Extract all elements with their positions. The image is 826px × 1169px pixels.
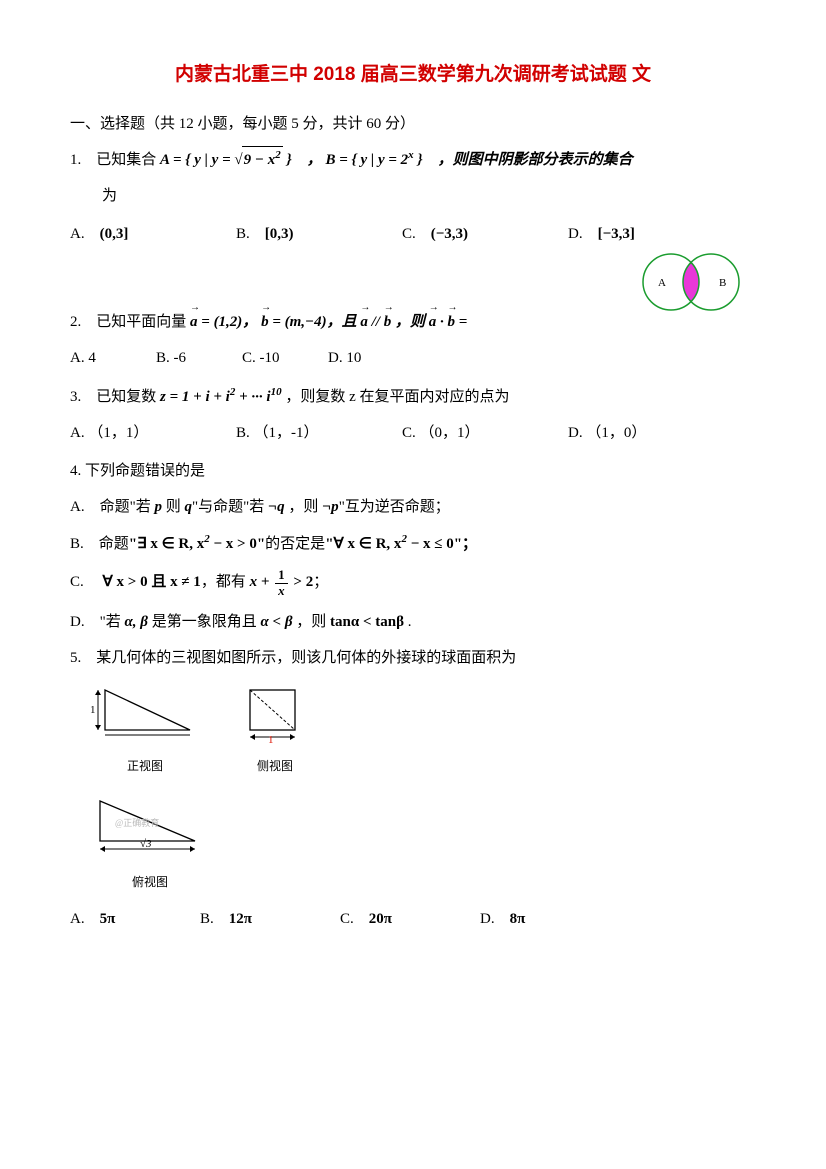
q1-A-close: } ，	[286, 152, 321, 168]
front-view: 1 正视图	[90, 685, 200, 776]
question-3: 3. 已知复数 z = 1 + i + i2 + ··· i10 ，则复数 z …	[70, 384, 756, 409]
q5-options: A. 5π B. 12π C. 20π D. 8π	[70, 907, 756, 931]
q3-optD: D. （1，0）	[568, 421, 728, 445]
q2-optB: B. -6	[156, 346, 236, 370]
vec-a3: a	[429, 310, 437, 334]
exp: 2	[275, 149, 281, 161]
question-1: 1. 已知集合 A = { y | y = √9 − x2 } ， B = { …	[70, 146, 756, 172]
q5-optC: C. 20π	[340, 907, 480, 931]
venn-B: B	[719, 277, 726, 289]
q1-optC: C. (−3,3)	[402, 222, 562, 246]
q2-optC: C. -10	[242, 346, 322, 370]
q1-B-exp: x	[408, 149, 414, 161]
question-4: 4. 下列命题错误的是	[70, 459, 756, 483]
q5-optA: A. 5π	[70, 907, 200, 931]
q1-A-def: A = { y | y =	[160, 152, 234, 168]
q3-options: A. （1，1） B. （1，-1） C. （0，1） D. （1，0）	[70, 421, 756, 445]
q1-B-close: } ，则图中阴影部分表示的集合	[417, 152, 632, 168]
q5-optD: D. 8π	[480, 907, 610, 931]
radicand: 9 − x	[244, 152, 276, 168]
q2-pre: 2. 已知平面向量	[70, 314, 190, 330]
side-label: 侧视图	[240, 757, 310, 776]
q1-text: 1. 已知集合	[70, 152, 160, 168]
top-view: @正确教育 √3 俯视图	[90, 791, 210, 892]
exam-title: 内蒙古北重三中 2018 届高三数学第九次调研考试试题 文	[70, 60, 756, 90]
q2-optD: D. 10	[328, 346, 408, 370]
q3-optC: C. （0，1）	[402, 421, 562, 445]
q4-optA: A. 命题"若 p 则 q"与命题"若 ¬q ，则 ¬p"互为逆否命题；	[70, 495, 756, 519]
top-label: 俯视图	[90, 873, 210, 892]
q3-optA: A. （1，1）	[70, 421, 230, 445]
question-5: 5. 某几何体的三视图如图所示，则该几何体的外接球的球面面积为	[70, 646, 756, 670]
watermark: @正确教育	[115, 817, 159, 828]
vec-b2: b	[384, 310, 392, 334]
venn-A: A	[658, 277, 666, 289]
q1-tail: 为	[102, 184, 756, 208]
top-view-row: @正确教育 √3 俯视图	[90, 791, 756, 892]
side-w: 1	[268, 734, 274, 745]
front-label: 正视图	[90, 757, 200, 776]
three-views: 1 正视图 1 侧视图	[90, 685, 756, 776]
side-view: 1 侧视图	[240, 685, 310, 776]
q1-optA: A. (0,3]	[70, 222, 230, 246]
vec-b: b	[261, 310, 269, 334]
q1-optB: B. [0,3)	[236, 222, 396, 246]
q4-optC: C. ∀ x > 0 且 x ≠ 1，都有 x + 1x > 2；	[70, 568, 756, 598]
vec-b3: b	[447, 310, 455, 334]
vec-a2: a	[360, 310, 368, 334]
q3-optB: B. （1，-1）	[236, 421, 396, 445]
q1-B-def: B = { y | y = 2	[325, 152, 408, 168]
vec-a: a	[190, 310, 198, 334]
front-h: 1	[90, 704, 96, 716]
q2-options: A. 4 B. -6 C. -10 D. 10	[70, 346, 756, 370]
question-2: 2. 已知平面向量 a = (1,2)， b = (m,−4)，且 a // b…	[70, 310, 756, 334]
q4-optB: B. 命题"∃ x ∈ R, x2 − x > 0"的否定是"∀ x ∈ R, …	[70, 531, 756, 556]
q4-optD: D. "若 α, β 是第一象限角且 α < β ，则 tanα < tanβ …	[70, 610, 756, 634]
q5-optB: B. 12π	[200, 907, 340, 931]
q1-options: A. (0,3] B. [0,3) C. (−3,3) D. [−3,3] A …	[70, 222, 756, 246]
top-w: √3	[140, 838, 152, 850]
section-header: 一、选择题（共 12 小题，每小题 5 分，共计 60 分）	[70, 112, 756, 136]
q2-optA: A. 4	[70, 346, 150, 370]
